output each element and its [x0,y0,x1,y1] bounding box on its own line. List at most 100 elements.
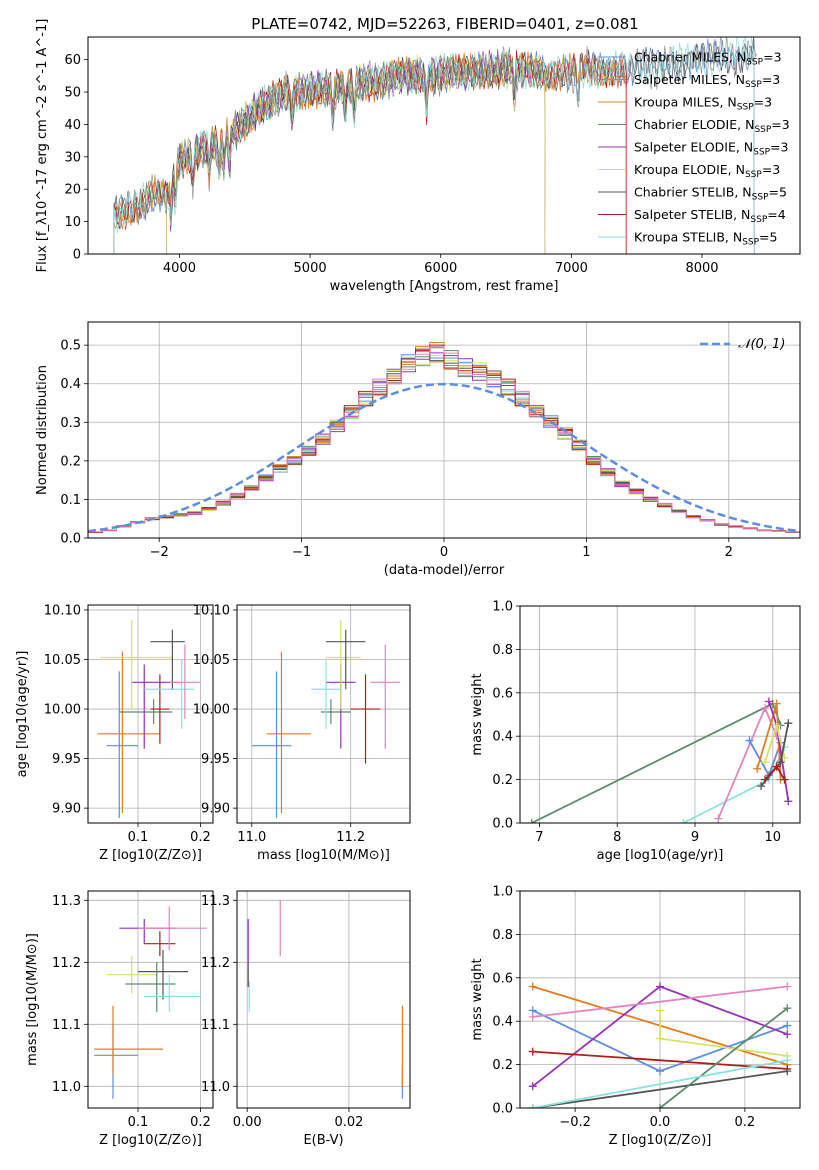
y-tick-label: 10.05 [44,653,81,668]
data-point-marker [656,1034,664,1043]
axes-frame [87,321,801,539]
data-point-marker [784,797,793,806]
y-tick-label: 0.8 [492,643,513,658]
x-tick-label: 7000 [555,261,588,276]
y-axis-label: Flux [f_λ10^-17 erg cm^-2 s^-1 A^-1] [35,19,50,273]
y-tick-label: 11.0 [52,1080,81,1095]
histogram-step-line [88,345,800,533]
y-tick-label: 10.00 [44,703,81,718]
model-spectrum-line [113,50,627,254]
x-axis-label: Z [log10(Z/Z⊙)] [609,1133,712,1148]
y-tick-label: 0.0 [60,532,81,547]
y-tick-label: 11.1 [52,1018,81,1033]
x-tick-label: 0.1 [128,1115,149,1130]
mass-weight-line [532,1070,788,1108]
x-axis-label: wavelength [Angstrom, rest frame] [330,279,559,294]
legend-label: Salpeter MILES, NSSP=3 [634,72,780,90]
x-tick-label: 0 [440,545,448,560]
x-tick-label: 8000 [685,261,718,276]
data-point-marker [761,775,769,784]
legend-label: 𝒩(0, 1) [738,337,785,352]
x-tick-label: 0.1 [128,830,149,845]
y-axis-label: mass [log10(M/M⊙)] [25,933,40,1066]
data-point-marker [528,1012,537,1021]
y-tick-label: 10.05 [193,653,230,668]
x-tick-label: 0.2 [190,1115,211,1130]
x-tick-label: 0.0 [650,1115,671,1130]
axes-frame [87,604,214,824]
y-tick-label: 11.2 [52,956,81,971]
y-tick-label: 0.2 [60,454,81,469]
data-point-marker [528,1047,537,1056]
data-point-marker [783,1021,792,1030]
x-tick-label: 0.2 [190,830,211,845]
y-tick-label: 11.2 [201,956,230,971]
data-point-marker [772,721,781,730]
y-tick-label: 10.00 [193,703,230,718]
y-tick-label: 0.4 [60,377,81,392]
x-tick-label: 0.00 [233,1115,262,1130]
legend-label: Chabrier MILES, NSSP=3 [634,50,782,68]
mass-weight-line [532,985,788,1018]
x-tick-label: 0.02 [334,1115,363,1130]
y-tick-label: 40 [64,118,81,133]
y-axis-label: age [log10(age/yr)] [15,651,30,778]
legend-label: Kroupa MILES, NSSP=3 [634,95,772,113]
data-point-marker [776,758,785,767]
x-axis-label: Z [log10(Z/Z⊙)] [99,848,202,863]
x-axis-label: E(B-V) [303,1133,343,1148]
x-tick-label: 2 [725,545,733,560]
axes-frame [519,605,801,824]
y-tick-label: 0.2 [492,773,513,788]
y-tick-label: 1.0 [492,885,513,900]
x-axis-label: Z [log10(Z/Z⊙)] [99,1133,202,1148]
data-point-marker [679,819,688,823]
mass_weight_vs_Z-plot-area [528,982,792,1108]
y-tick-label: 9.90 [52,802,81,817]
x-tick-label: −0.2 [559,1115,591,1130]
x-tick-label: 0.2 [735,1115,756,1130]
x-tick-label: 11.0 [237,830,266,845]
spectrum-panel: 4000 5000 6000 7000 8000 0 10 20 30 40 50 60 wavelen… [35,19,801,294]
y-tick-label: 0.6 [492,971,513,986]
y-tick-label: 0.6 [492,686,513,701]
y-tick-label: 9.95 [201,752,230,767]
y-tick-label: 30 [64,150,81,165]
data-point-marker [784,719,793,728]
x-tick-label: 4000 [163,261,196,276]
mass_vs_ebv-plot-area [247,900,403,1099]
x-tick-label: 10 [765,830,782,845]
spectrum-legend: Chabrier MILES, NSSP=3 Salpeter MILES, NS… [598,50,790,248]
data-point-marker [783,982,792,991]
residual_histogram-panel: −2 −1 0 1 2 0.0 0.1 0.2 0.3 0.4 0.5 (data-model)/er… [35,321,801,578]
y-tick-label: 0.4 [492,1015,513,1030]
data-point-marker [780,775,789,784]
x-axis-label: mass [log10(M/M⊙)] [257,848,390,863]
y-tick-label: 10.10 [44,603,81,618]
y-tick-label: 60 [64,53,81,68]
axes-frame [87,36,801,255]
data-point-marker [772,762,781,771]
y-tick-label: 0.1 [60,493,81,508]
y-tick-label: 20 [64,183,81,198]
data-point-marker [783,1056,792,1065]
normal-curve-line [88,382,800,533]
data-point-marker [528,1082,537,1091]
x-axis-label: (data-model)/error [384,563,505,578]
data-point-marker [764,697,773,706]
x-tick-label: −2 [150,545,169,560]
data-point-marker [761,758,769,767]
y-axis-label: mass weight [470,673,485,755]
x-tick-label: 5000 [294,261,327,276]
legend-label: Kroupa ELODIE, NSSP=3 [634,162,780,180]
x-tick-label: 6000 [424,261,457,276]
data-point-marker [761,703,769,712]
axes-frame [87,890,214,1109]
y-axis-label: mass weight [470,958,485,1040]
y-tick-label: 0.4 [492,730,513,745]
y-tick-label: 10.10 [193,603,230,618]
y-tick-label: 9.95 [52,752,81,767]
y-tick-label: 11.3 [52,894,81,909]
y-tick-label: 10 [64,215,81,230]
